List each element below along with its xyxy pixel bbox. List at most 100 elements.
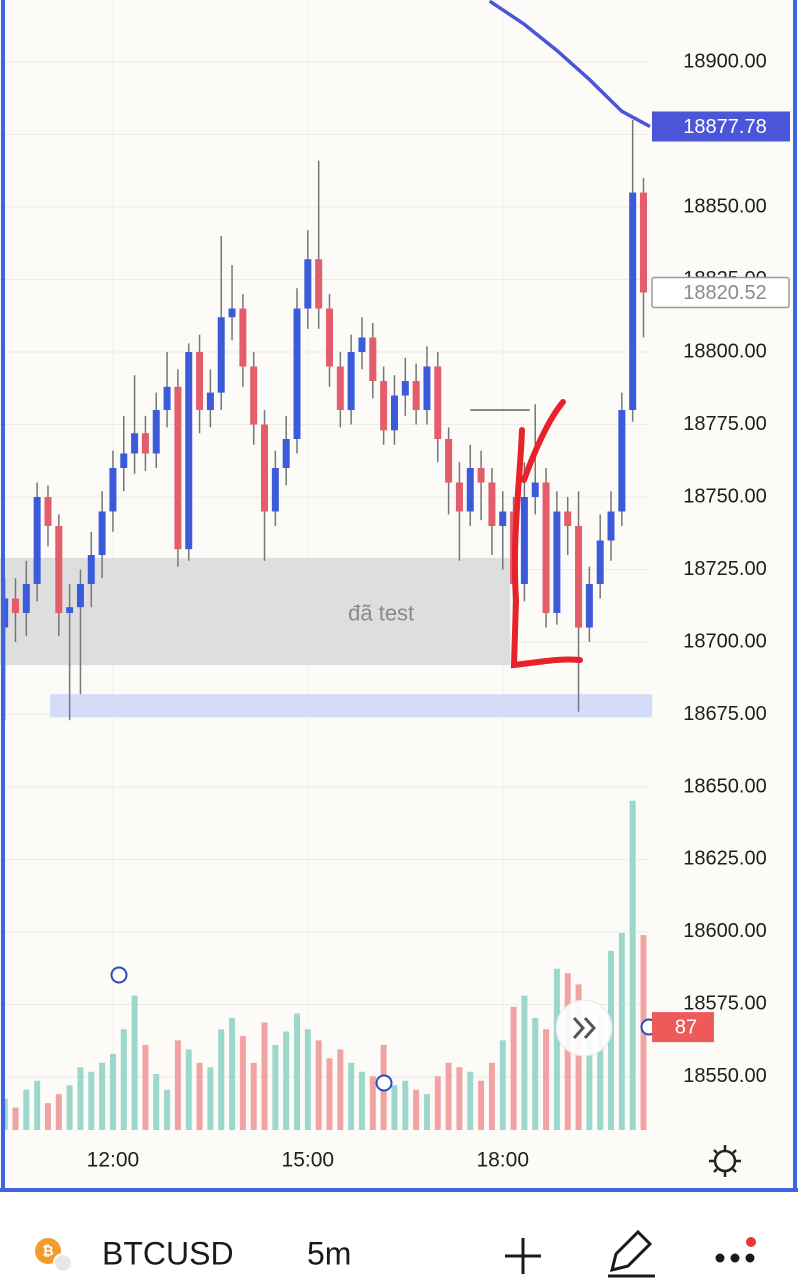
volume-bar — [283, 1031, 290, 1130]
candle-body — [542, 482, 550, 613]
volume-bar — [185, 1049, 192, 1130]
candle-body — [152, 410, 160, 454]
candle-body — [44, 497, 52, 526]
candle-body — [217, 317, 225, 393]
x-tick-label: 18:00 — [476, 1149, 529, 1172]
candle-body — [239, 308, 247, 367]
candle-body — [369, 337, 377, 382]
x-tick-label: 12:00 — [87, 1149, 140, 1172]
volume-bar — [608, 950, 615, 1130]
y-tick-label: 18750.00 — [683, 485, 766, 507]
volume-bar — [207, 1067, 214, 1130]
candle-body — [55, 525, 63, 613]
y-tick-label: 18725.00 — [683, 558, 766, 580]
volume-bar — [488, 1062, 495, 1130]
ma-price-label: 18877.78 — [683, 116, 766, 138]
candle-body — [336, 366, 344, 411]
candle-body — [390, 395, 398, 431]
volume-bar — [250, 1062, 257, 1130]
volume-bar — [99, 1062, 106, 1130]
candle-body — [412, 381, 420, 411]
volume-bar — [532, 1018, 539, 1130]
draw-button[interactable] — [608, 1229, 655, 1278]
candle-body — [22, 583, 30, 613]
volume-bar — [164, 1089, 171, 1130]
volume-bar — [618, 932, 625, 1130]
y-tick-label: 18650.00 — [683, 775, 766, 797]
volume-bar — [456, 1067, 463, 1130]
volume-bar — [434, 1076, 441, 1130]
volume-bar — [229, 1018, 236, 1130]
volume-bar — [445, 1062, 452, 1130]
candle-body — [196, 352, 204, 411]
volume-bar — [88, 1071, 95, 1130]
candle-body — [11, 598, 19, 613]
interval[interactable]: 5m — [307, 1235, 351, 1271]
candle-body — [206, 392, 214, 411]
add-button[interactable] — [505, 1238, 541, 1274]
candle-body — [315, 259, 323, 309]
volume-bar — [597, 1018, 604, 1130]
candle-body — [261, 424, 269, 512]
volume-bar — [196, 1062, 203, 1130]
scroll-button[interactable] — [555, 999, 613, 1057]
symbol-icon[interactable]: ₿ — [35, 1238, 73, 1273]
volume-bar — [553, 968, 560, 1130]
candle-body — [131, 433, 139, 454]
candle-body — [423, 366, 431, 411]
candle-body — [499, 511, 507, 526]
candle-body — [445, 439, 453, 483]
x-tick-label: 15:00 — [282, 1149, 335, 1172]
y-tick-label: 18600.00 — [683, 920, 766, 942]
volume-bar — [369, 1076, 376, 1130]
symbol[interactable]: BTCUSD — [102, 1235, 234, 1271]
y-tick-label: 18775.00 — [683, 413, 766, 435]
toolbar: ₿ BTCUSD 5m — [0, 1193, 798, 1280]
candle-body — [618, 410, 626, 512]
candle-body — [358, 337, 366, 353]
volume-bar — [391, 1085, 398, 1130]
zones: đã test — [0, 557, 653, 718]
volume-bar — [423, 1094, 430, 1130]
candle-body — [98, 511, 106, 555]
candle-body — [564, 511, 572, 526]
candle-body — [585, 583, 593, 628]
candle-body — [640, 192, 648, 293]
event-marker — [375, 1074, 393, 1092]
y-tick-label: 18800.00 — [683, 340, 766, 362]
candle-body — [228, 308, 236, 318]
ma-price-box — [652, 111, 790, 142]
y-tick-label: 18625.00 — [683, 848, 766, 870]
candle-layer — [1, 120, 648, 721]
candle-body — [455, 482, 463, 512]
candle-body — [488, 482, 496, 526]
candle-body — [325, 308, 333, 367]
volume-bar — [120, 1029, 127, 1130]
volume-bar — [131, 995, 138, 1130]
volume-bar — [337, 1049, 344, 1130]
candle-body — [87, 554, 95, 584]
candle-body — [293, 308, 301, 440]
volume-bar — [315, 1040, 322, 1130]
more-button[interactable] — [715, 1237, 757, 1263]
volume-bar — [34, 1080, 41, 1130]
last-price-label: 18820.52 — [683, 282, 766, 304]
volume-bar — [402, 1080, 409, 1130]
volume-bar — [586, 1040, 593, 1130]
candle-body — [185, 352, 193, 550]
volume-bar — [153, 1074, 160, 1130]
event-marker — [110, 966, 128, 984]
candle-body — [76, 583, 84, 608]
candle-body — [434, 366, 442, 440]
candle-body — [66, 607, 74, 613]
volume-bar — [239, 1035, 246, 1130]
volume-bar — [66, 1085, 73, 1130]
candle-body — [520, 497, 528, 584]
volume-bar — [12, 1107, 19, 1130]
candle-body — [304, 259, 312, 309]
candle-body — [477, 468, 485, 483]
settings-icon[interactable] — [709, 1145, 741, 1177]
volume-bar — [55, 1094, 62, 1130]
candle-body — [553, 511, 561, 613]
candle-body — [629, 192, 637, 411]
